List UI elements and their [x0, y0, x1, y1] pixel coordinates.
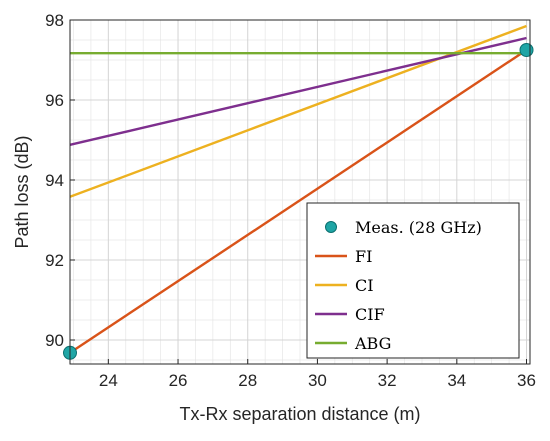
plot-frame: [69, 19, 531, 365]
legend: Meas. (28 GHz) FI CI CIF ABG: [306, 202, 520, 359]
y-tick-labels: 90 92 94 96 98: [45, 11, 75, 350]
y-tick-label: 96: [45, 91, 64, 110]
measurement-point: [519, 43, 534, 57]
legend-label-meas-28-ghz: Meas. (28 GHz): [355, 218, 482, 237]
x-tick-label: 36: [517, 371, 536, 390]
series-line-cif: [69, 36, 527, 146]
x-tick-label: 28: [238, 371, 257, 390]
legend-label-ci: CI: [355, 276, 374, 295]
series-line-fi: [69, 48, 528, 354]
x-tick-label: 26: [169, 371, 188, 390]
y-tick-label: 98: [45, 11, 64, 30]
series-line-ci: [69, 24, 527, 198]
y-tick-label: 92: [45, 251, 64, 270]
x-tick-labels: 24 26 28 30 32 34 36: [99, 359, 536, 390]
x-tick-label: 32: [378, 371, 397, 390]
legend-label-fi: FI: [355, 247, 372, 266]
y-axis-label: Path loss (dB): [12, 135, 32, 248]
legend-marker-meas-28-ghz: [325, 221, 337, 233]
y-tick-label: 94: [45, 171, 64, 190]
legend-label-abg: ABG: [354, 334, 391, 353]
x-tick-label: 24: [99, 371, 118, 390]
legend-box: [306, 202, 520, 359]
legend-label-cif: CIF: [355, 305, 385, 324]
x-axis-label: Tx-Rx separation distance (m): [179, 404, 420, 424]
series-lines: [69, 24, 528, 354]
x-tick-label: 30: [308, 371, 327, 390]
y-tick-label: 90: [45, 331, 64, 350]
x-tick-label: 34: [447, 371, 466, 390]
